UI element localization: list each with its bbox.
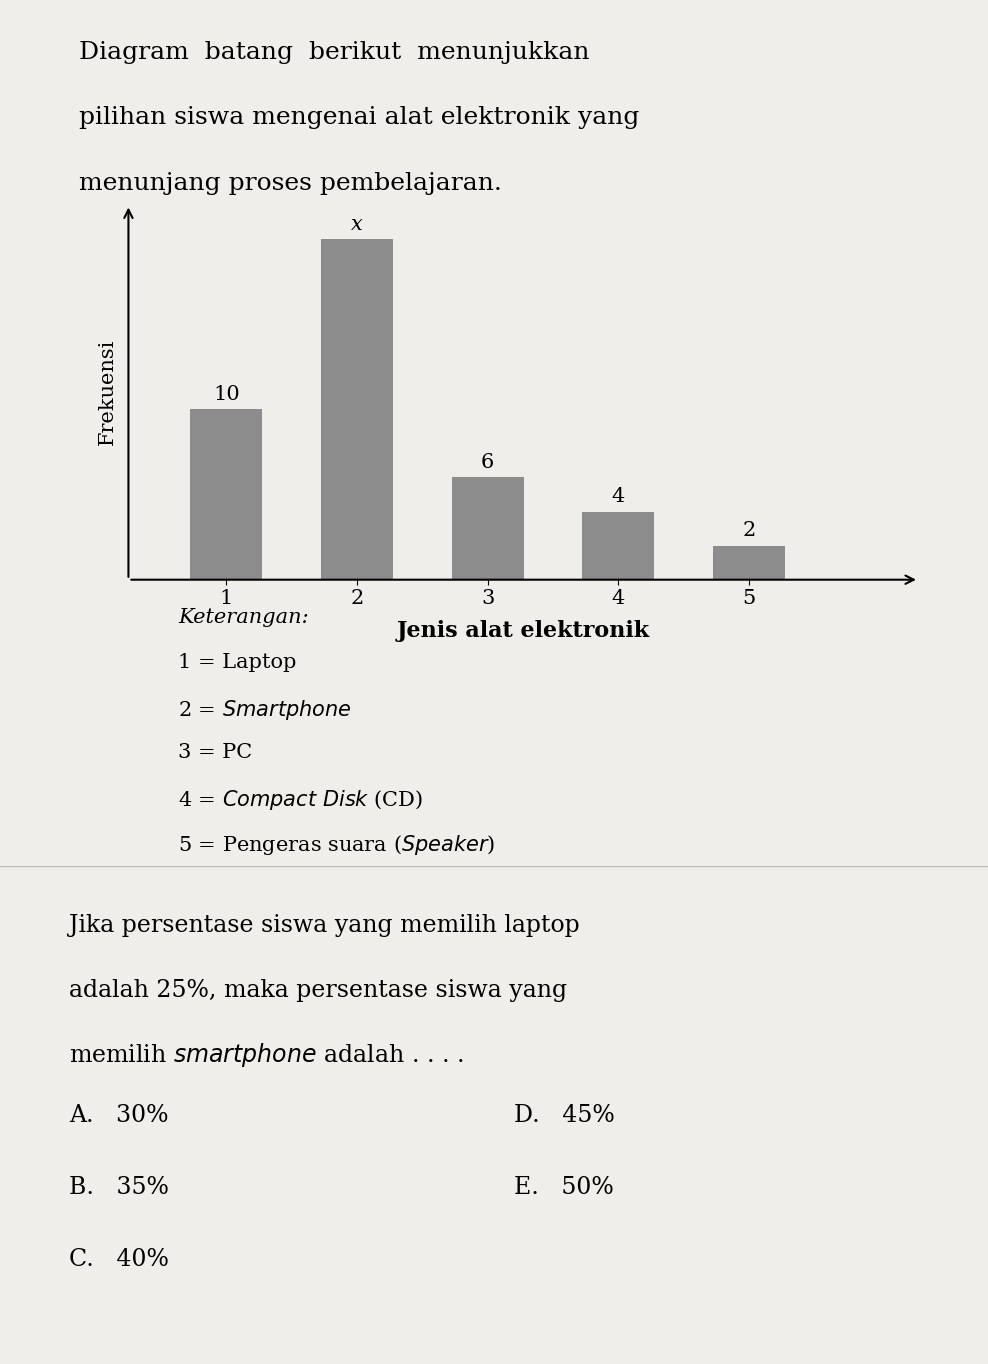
Text: 1 = Laptop: 1 = Laptop <box>178 653 296 672</box>
Text: menunjang proses pembelajaran.: menunjang proses pembelajaran. <box>79 172 502 195</box>
Text: Diagram  batang  berikut  menunjukkan: Diagram batang berikut menunjukkan <box>79 41 590 64</box>
Text: 4 = $\it{Compact\ Disk}$ (CD): 4 = $\it{Compact\ Disk}$ (CD) <box>178 788 423 813</box>
Bar <box>321 239 393 580</box>
Bar <box>452 477 524 580</box>
Text: Jika persentase siswa yang memilih laptop: Jika persentase siswa yang memilih lapto… <box>69 914 580 937</box>
Text: C.   40%: C. 40% <box>69 1248 169 1271</box>
Text: 4: 4 <box>612 487 625 506</box>
Y-axis label: Frekuensi: Frekuensi <box>99 340 118 445</box>
Text: memilih $\it{smartphone}$ adalah . . . .: memilih $\it{smartphone}$ adalah . . . . <box>69 1041 463 1069</box>
Text: A.   30%: A. 30% <box>69 1103 169 1127</box>
Text: 3 = PC: 3 = PC <box>178 743 252 762</box>
Text: D.   45%: D. 45% <box>514 1103 615 1127</box>
Text: 5 = Pengeras suara ($\it{Speaker}$): 5 = Pengeras suara ($\it{Speaker}$) <box>178 833 495 858</box>
Text: 2: 2 <box>742 521 756 540</box>
Bar <box>583 512 654 580</box>
Text: E.   50%: E. 50% <box>514 1176 614 1199</box>
Text: 6: 6 <box>481 453 494 472</box>
Text: B.   35%: B. 35% <box>69 1176 169 1199</box>
Text: 10: 10 <box>213 385 240 404</box>
Bar <box>713 546 784 580</box>
Text: Keterangan:: Keterangan: <box>178 608 308 627</box>
Bar <box>191 409 263 580</box>
Text: x: x <box>351 214 363 233</box>
Text: 2 = $\it{Smartphone}$: 2 = $\it{Smartphone}$ <box>178 698 352 723</box>
Text: pilihan siswa mengenai alat elektronik yang: pilihan siswa mengenai alat elektronik y… <box>79 106 639 130</box>
X-axis label: Jenis alat elektronik: Jenis alat elektronik <box>397 619 650 641</box>
Text: adalah 25%, maka persentase siswa yang: adalah 25%, maka persentase siswa yang <box>69 979 567 1003</box>
